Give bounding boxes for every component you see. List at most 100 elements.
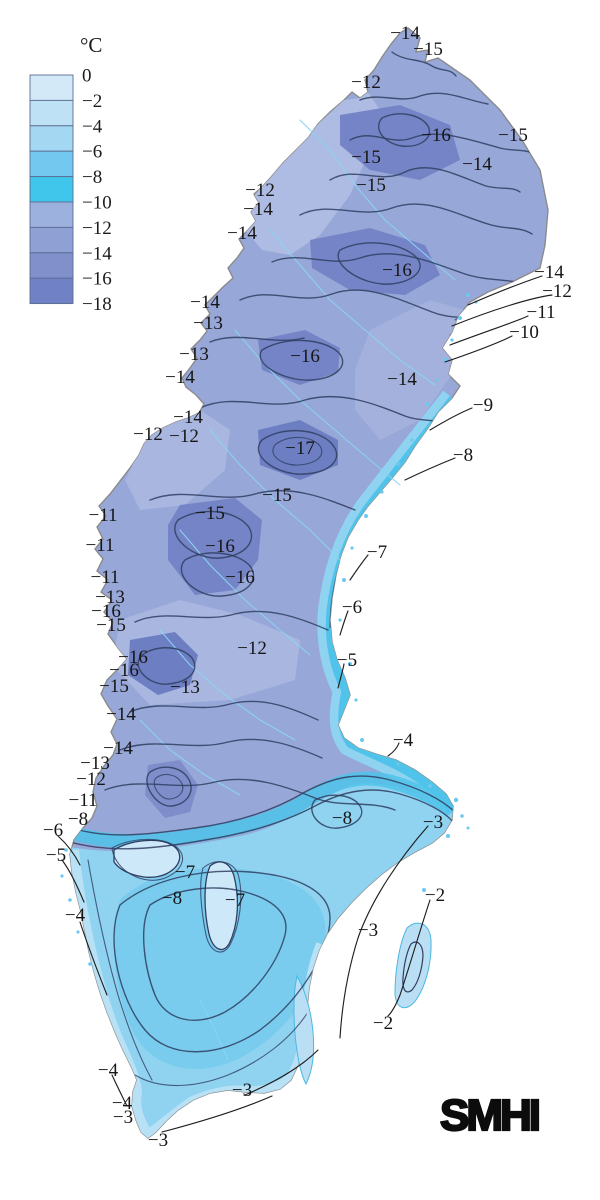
isotherm-label: −14 [387, 369, 417, 390]
isotherm-label: −16 [205, 536, 235, 557]
legend-tick: −18 [82, 294, 112, 315]
legend-color-cell [29, 150, 74, 178]
legend-color-cell [29, 125, 74, 152]
isotherm-label: −15 [413, 39, 443, 60]
isotherm-label: −12 [245, 180, 275, 201]
isotherm-label: −15 [195, 503, 225, 524]
isotherm-label: −12 [351, 72, 381, 93]
isotherm-label: −2 [373, 1013, 393, 1034]
isotherm-label: −3 [358, 920, 378, 941]
legend-tick: −14 [82, 243, 112, 264]
isotherm-label: −15 [262, 485, 292, 506]
isotherm-label: −15 [99, 676, 129, 697]
legend-color-cell [29, 277, 74, 305]
isotherm-label: −16 [421, 125, 451, 146]
isotherm-label: −13 [95, 587, 125, 608]
contour-labels: −14−15−12−16 −15−15 −14−15−12−14−14−16 −14−… [43, 23, 572, 1151]
isotherm-label: −16 [382, 260, 412, 281]
isotherm-label: −16 [290, 346, 320, 367]
isotherm-label: −4 [393, 730, 414, 751]
isotherm-label: −5 [337, 650, 357, 671]
isotherm-label: −4 [65, 905, 86, 926]
smhi-logo: SMHI [440, 1091, 539, 1140]
isotherm-label: −14 [106, 704, 136, 725]
legend-color-cell [29, 252, 74, 279]
isotherm-label: −15 [498, 125, 528, 146]
isotherm-label: −4 [112, 1093, 133, 1114]
isotherm-label: −11 [68, 790, 97, 811]
isotherm-label: −16 [225, 567, 255, 588]
isotherm-label: −8 [68, 809, 88, 830]
isotherm-label: −8 [453, 445, 473, 466]
isotherm-label: −13 [170, 677, 200, 698]
isotherm-label: −14 [243, 199, 273, 220]
isotherm-label: −8 [162, 888, 182, 909]
legend-tick: −6 [82, 142, 102, 163]
isotherm-label: −9 [473, 395, 493, 416]
legend-color-cell [29, 201, 74, 228]
lake-vattern [204, 861, 239, 951]
island-gotland [394, 922, 432, 1009]
isotherm-label: −13 [193, 313, 223, 334]
legend-tick-labels: 0 −2 −4 −6 −8 −10 −12 −14 −16 −18 [82, 66, 112, 316]
legend-color-cell [29, 74, 74, 101]
isotherm-label: −11 [90, 567, 119, 588]
isotherm-label: −8 [332, 808, 352, 829]
isotherm-label: −15 [351, 147, 381, 168]
isotherm-label: −2 [425, 885, 445, 906]
legend-color-cell [29, 226, 74, 254]
isotherm-label: −3 [232, 1080, 252, 1101]
isotherm-label: −14 [462, 154, 492, 175]
isotherm-label: −6 [43, 820, 63, 841]
isotherm-label: −15 [356, 175, 386, 196]
isotherm-label: −14 [534, 262, 564, 283]
legend-tick: −10 [82, 193, 112, 214]
isotherm-label: −13 [80, 753, 110, 774]
isotherm-label: −7 [175, 862, 195, 883]
isotherm-label: −11 [88, 505, 117, 526]
isotherm-label: −6 [342, 597, 362, 618]
isotherm-label: −14 [190, 292, 220, 313]
legend-tick: −4 [82, 116, 103, 137]
isotherm-label: −12 [169, 426, 199, 447]
isotherm-label: −14 [390, 23, 420, 44]
legend: °C 0 −2 −4 −6 −8 −10 −12 −14 −16 −18 [29, 33, 112, 316]
isotherm-label: −14 [227, 223, 257, 244]
isotherm-label: −4 [98, 1060, 119, 1081]
legend-tick: −16 [82, 269, 112, 290]
isotherm-label: −15 [96, 615, 126, 636]
legend-color-cell [29, 99, 74, 127]
legend-color-cell [29, 176, 74, 203]
isotherm-label: −7 [225, 890, 245, 911]
isotherm-label: −7 [367, 542, 387, 563]
isotherm-label: −3 [148, 1130, 168, 1151]
legend-tick: −12 [82, 218, 112, 239]
temperature-shading [70, 92, 470, 1138]
isotherm-label: −14 [173, 407, 203, 428]
isotherm-label: −17 [285, 438, 315, 459]
isotherm-label: −12 [237, 638, 267, 659]
isotherm-label: −3 [113, 1107, 133, 1128]
isotherm-label: −10 [509, 322, 539, 343]
isotherm-label: −13 [179, 344, 209, 365]
isotherm-label: −11 [85, 535, 114, 556]
isotherm-label: −12 [133, 424, 163, 445]
isotherm-label: −14 [103, 738, 133, 759]
legend-colorbar [29, 74, 74, 305]
isotherm-label: −5 [46, 845, 66, 866]
legend-tick: 0 [82, 66, 92, 87]
isotherm-label: −14 [165, 367, 195, 388]
legend-tick: −8 [82, 167, 102, 188]
isotherm-label: −3 [423, 812, 443, 833]
isotherm-label: −12 [76, 769, 106, 790]
archipelago-dots [60, 293, 478, 966]
islands [293, 922, 432, 1086]
legend-tick: −2 [82, 91, 102, 112]
rivers [139, 119, 456, 1061]
isotherm-label: −16 [109, 660, 139, 681]
offshore-isotherms [57, 275, 553, 1133]
sweden-landmass [60, 27, 549, 1139]
isotherm-label: −11 [526, 302, 555, 323]
